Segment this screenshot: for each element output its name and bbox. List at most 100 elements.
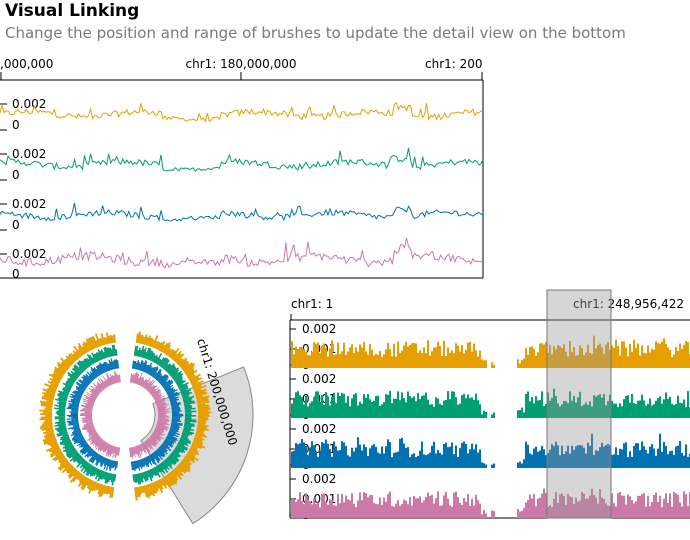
detail-brush[interactable]: [546, 289, 612, 519]
overview-panel[interactable]: ,000,000 chr1: 180,000,000 chr1: 200 0.0…: [0, 57, 484, 281]
circular-bar-green: [73, 371, 80, 377]
detail-bar-orange: [493, 364, 495, 368]
circular-bar-green: [180, 435, 190, 441]
circular-bar-green: [175, 378, 183, 384]
detail-bar-orange: [563, 344, 565, 368]
circular-bar-orange: [50, 443, 59, 448]
detail-bar-green: [353, 394, 355, 418]
circular-bar-green: [71, 452, 79, 459]
circular-bar-blue: [114, 461, 118, 471]
circular-bar-green: [142, 472, 147, 482]
circular-bar-orange: [111, 335, 115, 344]
circular-bar-pink: [147, 385, 152, 391]
detail-bar-orange: [451, 350, 453, 368]
circular-panel[interactable]: chr1: 200,000,000: [39, 331, 254, 525]
circular-bar-orange: [104, 485, 109, 495]
circular-bar-green: [152, 467, 159, 476]
circular-bar-orange: [61, 361, 70, 369]
circular-bar-pink: [149, 436, 157, 442]
detail-bar-orange: [299, 346, 301, 368]
circular-bar-orange: [182, 362, 193, 371]
circular-bar-blue: [80, 383, 88, 389]
circular-bar-blue: [90, 369, 98, 378]
detail-bar-green: [355, 393, 357, 418]
detail-bar-blue: [367, 456, 369, 468]
detail-bar-green: [611, 400, 613, 418]
circular-bar-orange: [189, 447, 199, 454]
circular-bar-pink: [135, 445, 140, 455]
detail-bar-orange: [565, 351, 567, 368]
circular-bar-green: [64, 441, 72, 447]
detail-bar-pink: [645, 506, 647, 518]
circular-bar-blue: [161, 381, 167, 386]
detail-bar-blue: [465, 443, 467, 468]
circular-bar-green: [80, 461, 89, 472]
detail-bar-pink: [517, 508, 519, 518]
circular-bar-orange: [151, 335, 159, 348]
circular-bar-blue: [71, 434, 83, 440]
detail-bar-orange: [313, 342, 315, 368]
detail-bar-orange: [475, 350, 477, 368]
detail-panel[interactable]: chr1: 1 chr1: 248,956,422 0.0020.00100.0…: [289, 289, 690, 522]
detail-bar-pink: [555, 492, 557, 518]
circular-bar-orange: [43, 438, 57, 446]
circular-bar-pink: [91, 435, 100, 442]
circular-bar-orange: [44, 414, 53, 417]
overview-line-green: [0, 147, 484, 173]
circular-bar-blue: [139, 459, 144, 468]
circular-bar-green: [183, 401, 196, 406]
circular-bar-orange: [57, 366, 66, 374]
detail-bar-orange: [423, 347, 425, 368]
detail-bar-blue: [421, 441, 423, 468]
circular-bar-orange: [194, 390, 206, 396]
detail-bar-orange: [601, 347, 603, 368]
circular-bar-orange: [42, 422, 53, 426]
detail-bar-pink: [439, 505, 441, 518]
circular-bar-blue: [153, 451, 161, 461]
detail-bar-green: [467, 394, 469, 418]
detail-bar-pink: [545, 492, 547, 518]
circular-bar-blue: [153, 368, 162, 379]
detail-bar-pink: [493, 510, 495, 518]
circular-bar-pink: [102, 442, 108, 451]
detail-bar-green: [417, 392, 419, 418]
circular-bar-pink: [143, 441, 149, 449]
detail-bar-green: [439, 403, 441, 418]
circular-bar-pink: [99, 441, 107, 451]
detail-bar-green: [301, 397, 303, 418]
circular-bar-green: [74, 364, 84, 374]
circular-bar-pink: [155, 397, 166, 403]
circular-bar-pink: [99, 377, 107, 388]
detail-bar-pink: [375, 504, 377, 518]
circular-bar-orange: [180, 360, 189, 369]
circular-bar-green: [184, 404, 191, 407]
circular-bar-orange: [50, 380, 59, 386]
circular-bar-orange: [42, 430, 54, 435]
circular-bar-green: [174, 376, 184, 383]
circular-bar-pink: [142, 442, 150, 453]
detail-bar-pink: [335, 505, 337, 518]
detail-bar-orange: [637, 343, 639, 368]
detail-bar-pink: [457, 497, 459, 518]
detail-bar-green: [595, 396, 597, 418]
detail-bar-blue: [535, 446, 537, 468]
circular-bar-blue: [159, 445, 168, 453]
circular-bar-pink: [155, 400, 166, 405]
circular-bar-pink: [79, 410, 93, 413]
circular-bar-pink: [83, 423, 94, 427]
detail-bar-orange: [577, 355, 579, 368]
circular-bar-green: [78, 360, 87, 370]
circular-bar-pink: [111, 375, 115, 384]
circular-bar-green: [176, 379, 184, 386]
circular-bar-blue: [132, 360, 136, 369]
detail-bar-orange: [361, 347, 363, 368]
circular-bar-blue: [133, 361, 137, 370]
detail-bar-green: [471, 397, 473, 418]
detail-bar-pink: [293, 499, 295, 518]
circular-bar-pink: [142, 379, 149, 388]
circular-bar-orange: [57, 364, 67, 373]
circular-bar-orange: [47, 440, 58, 446]
circular-bar-orange: [197, 413, 210, 416]
circular-bar-orange: [166, 348, 173, 356]
